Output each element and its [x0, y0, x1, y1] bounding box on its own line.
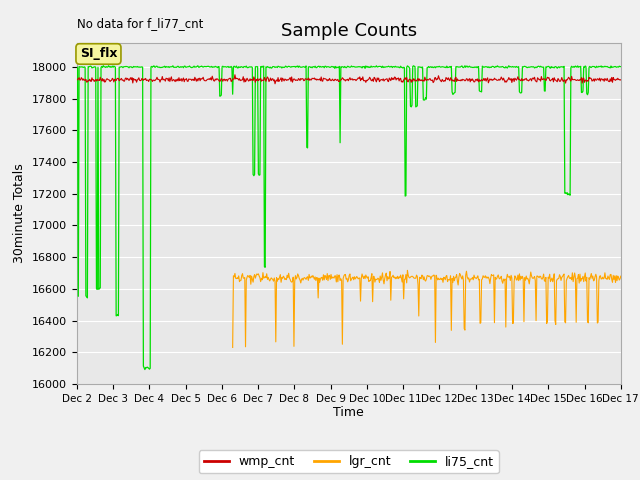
- Title: Sample Counts: Sample Counts: [281, 22, 417, 40]
- Legend: wmp_cnt, lgr_cnt, li75_cnt: wmp_cnt, lgr_cnt, li75_cnt: [198, 450, 499, 473]
- Text: SI_flx: SI_flx: [80, 48, 117, 60]
- Y-axis label: 30minute Totals: 30minute Totals: [13, 164, 26, 264]
- Text: No data for f_li77_cnt: No data for f_li77_cnt: [77, 17, 203, 30]
- X-axis label: Time: Time: [333, 407, 364, 420]
